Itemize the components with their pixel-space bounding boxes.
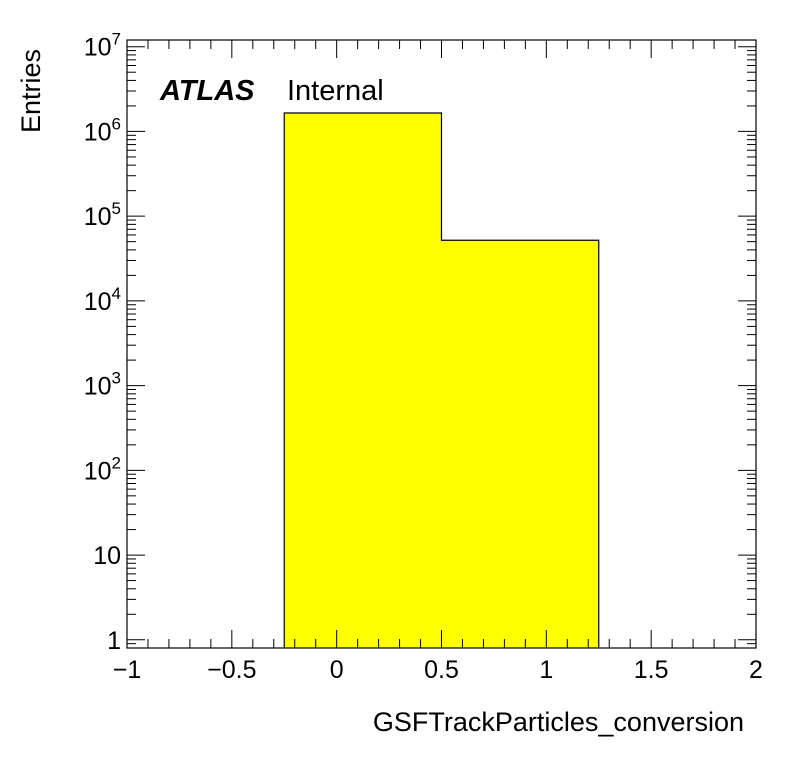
y-axis-tick-labels: 1 10 102 103 104 105 106 107 [84,30,121,655]
y-tick-label: 1 [107,627,121,655]
x-tick-label: 1 [539,656,553,684]
y-axis-ticks [127,46,756,649]
y-tick-label: 102 [84,453,121,485]
x-tick-label: 1.5 [634,656,669,684]
x-tick-label: −0.5 [207,656,256,684]
atlas-label: ATLAS [159,75,255,107]
y-tick-label: 107 [84,30,121,62]
y-tick-label: 103 [84,369,121,401]
x-tick-label: 0 [330,656,344,684]
x-axis-ticks [126,40,757,648]
y-tick-label: 105 [84,199,121,231]
histogram-bar-1 [441,240,599,648]
x-axis-tick-labels: −1 −0.5 0 0.5 1 1.5 2 [113,656,763,684]
x-axis-title: GSFTrackParticles_conversion [373,707,744,737]
internal-label: Internal [287,75,384,107]
histogram-bars [283,112,600,648]
y-axis-title: Entries [16,49,46,133]
x-tick-label: 2 [749,656,763,684]
y-tick-label: 10 [93,542,121,570]
y-tick-label: 106 [84,114,121,146]
y-tick-label: 104 [84,284,121,316]
x-tick-label: −1 [113,656,142,684]
histogram-bar-0 [284,113,442,648]
histogram-outline [283,112,600,648]
x-tick-label: 0.5 [424,656,459,684]
